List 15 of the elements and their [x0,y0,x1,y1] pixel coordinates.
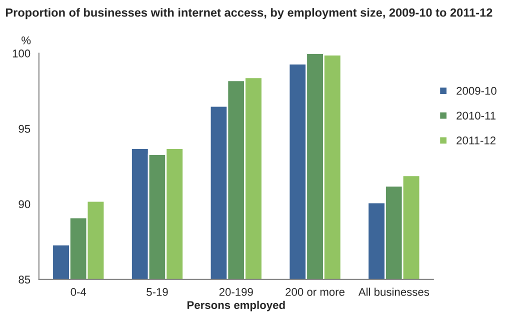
x-tick-label: 5-19 [146,288,168,296]
y-tick-label: 90 [18,200,30,208]
y-tick-label: 100 [12,50,30,58]
y-tick-label: 95 [18,124,30,133]
legend-label: 2009-10 [456,86,496,95]
legend-label: 2011-12 [456,136,496,144]
x-tick-label: All businesses [358,288,430,296]
y-axis-title: % [22,36,31,44]
x-axis-title: Persons employed [187,300,285,312]
x-tick-label: 0-4 [70,288,86,296]
x-tick-label: 20-199 [219,288,253,296]
y-tick-label: 85 [18,276,30,284]
chart-title: Proportion of businesses with internet access, by employment size, 2009-10 to 2011-12 [6,8,492,20]
x-tick-label: 200 or more [286,288,344,296]
legend-label: 2010-11 [456,112,496,120]
